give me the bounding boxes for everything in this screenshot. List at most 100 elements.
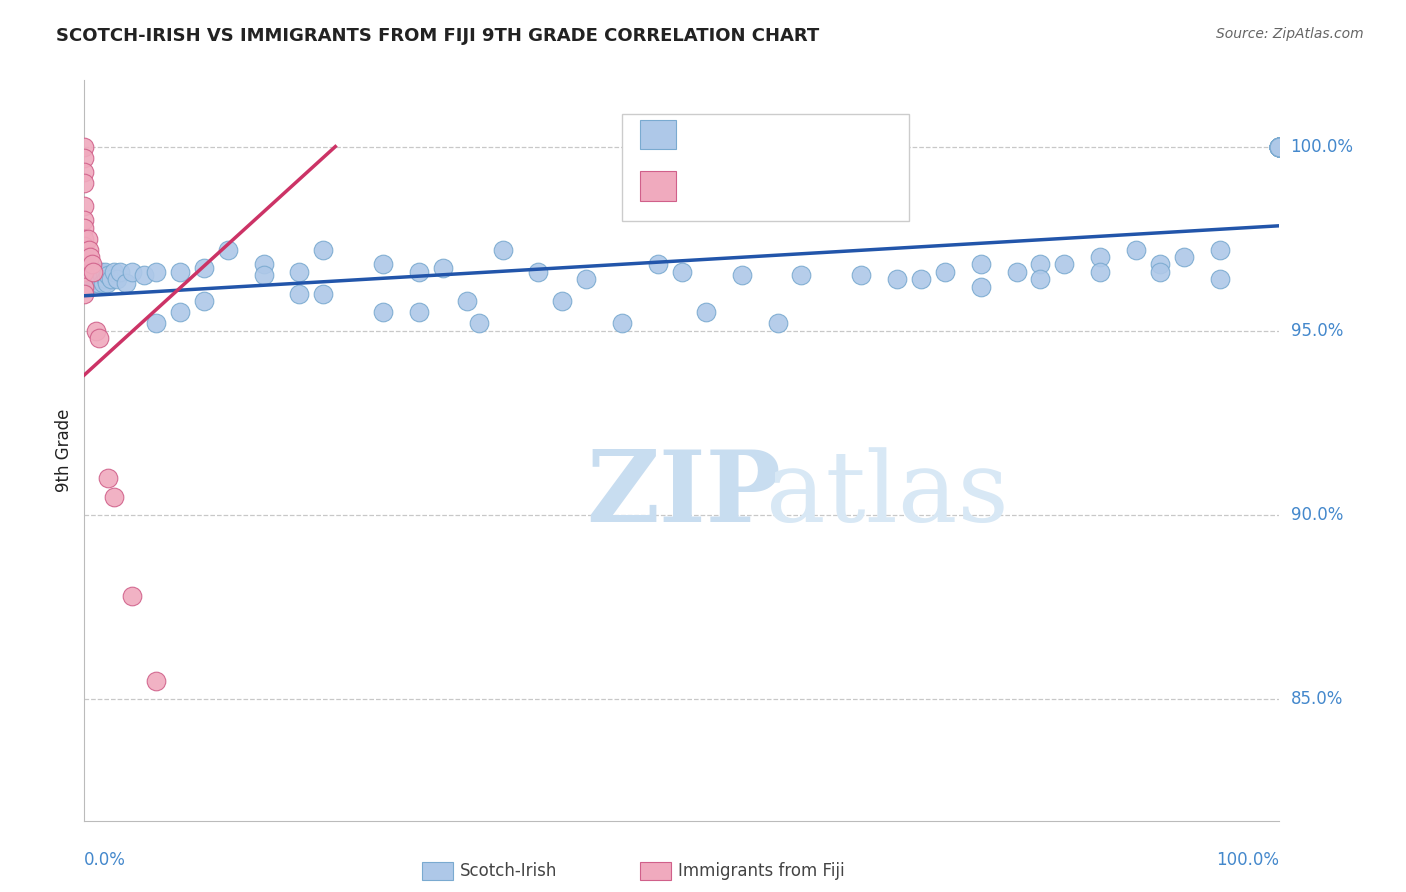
Point xyxy=(110,265,132,279)
Point xyxy=(1268,139,1291,153)
Point xyxy=(647,257,669,271)
Point xyxy=(193,261,215,276)
Text: 0.0%: 0.0% xyxy=(84,851,127,869)
Y-axis label: 9th Grade: 9th Grade xyxy=(55,409,73,492)
Bar xyxy=(640,171,676,201)
Point xyxy=(1125,243,1147,257)
Point xyxy=(373,257,395,271)
Point xyxy=(100,272,122,286)
Point xyxy=(1268,139,1291,153)
Point xyxy=(132,268,156,283)
Point xyxy=(612,317,634,331)
Point xyxy=(312,243,335,257)
Point xyxy=(103,265,125,279)
Point xyxy=(87,331,110,345)
Text: ZIP: ZIP xyxy=(586,446,782,543)
Point xyxy=(1268,139,1291,153)
Point xyxy=(73,165,96,179)
Point xyxy=(1268,139,1291,153)
Point xyxy=(731,268,754,283)
Point xyxy=(77,272,100,286)
Text: 100.0%: 100.0% xyxy=(1291,137,1354,155)
Point xyxy=(1090,250,1112,264)
FancyBboxPatch shape xyxy=(623,113,910,221)
Point xyxy=(76,257,98,271)
Point xyxy=(1268,139,1291,153)
Point xyxy=(373,305,395,319)
Point xyxy=(73,243,96,257)
Point xyxy=(1029,257,1052,271)
Point xyxy=(94,272,117,286)
Bar xyxy=(640,120,676,149)
Point xyxy=(253,268,276,283)
Point xyxy=(193,294,215,309)
Point xyxy=(1268,139,1291,153)
Point xyxy=(432,261,454,276)
Text: Scotch-Irish: Scotch-Irish xyxy=(460,862,557,880)
Point xyxy=(1173,250,1195,264)
Point xyxy=(103,490,125,504)
Point xyxy=(169,305,191,319)
Point xyxy=(93,276,115,290)
Point xyxy=(73,198,96,212)
Point xyxy=(1268,139,1291,153)
Text: 85.0%: 85.0% xyxy=(1291,690,1343,708)
Point xyxy=(253,257,276,271)
Point xyxy=(408,265,430,279)
Point xyxy=(1029,272,1052,286)
Point xyxy=(73,279,96,293)
Text: R = 0.366   N = 99: R = 0.366 N = 99 xyxy=(688,126,872,144)
Point xyxy=(77,232,100,246)
Point xyxy=(169,265,191,279)
Point xyxy=(970,279,993,293)
Point xyxy=(145,673,167,688)
Point xyxy=(97,471,120,485)
Point xyxy=(82,276,104,290)
Point xyxy=(121,589,143,603)
Point xyxy=(1149,265,1171,279)
Text: 95.0%: 95.0% xyxy=(1291,322,1343,340)
Point xyxy=(288,265,311,279)
Text: 90.0%: 90.0% xyxy=(1291,506,1343,524)
Point xyxy=(1268,139,1291,153)
Point xyxy=(73,265,96,279)
Text: atlas: atlas xyxy=(766,447,1008,542)
Text: Immigrants from Fiji: Immigrants from Fiji xyxy=(678,862,845,880)
Point xyxy=(96,276,118,290)
Point xyxy=(89,272,111,286)
Point xyxy=(83,268,105,283)
Point xyxy=(97,268,120,283)
Point xyxy=(1005,265,1028,279)
Point xyxy=(1209,272,1232,286)
Text: 100.0%: 100.0% xyxy=(1216,851,1279,869)
Point xyxy=(934,265,956,279)
Point xyxy=(145,265,167,279)
Point xyxy=(1209,243,1232,257)
Point xyxy=(288,287,311,301)
Point xyxy=(886,272,908,286)
Point xyxy=(1268,139,1291,153)
Point xyxy=(1268,139,1291,153)
Text: SCOTCH-IRISH VS IMMIGRANTS FROM FIJI 9TH GRADE CORRELATION CHART: SCOTCH-IRISH VS IMMIGRANTS FROM FIJI 9TH… xyxy=(56,27,820,45)
Point xyxy=(1268,139,1291,153)
Point xyxy=(105,272,128,286)
Point xyxy=(86,324,108,338)
Point xyxy=(82,265,104,279)
Point xyxy=(851,268,873,283)
Point xyxy=(1268,139,1291,153)
Point xyxy=(1090,265,1112,279)
Point xyxy=(970,257,993,271)
Point xyxy=(312,287,335,301)
Point xyxy=(86,276,108,290)
Point xyxy=(527,265,550,279)
Point xyxy=(93,265,115,279)
Point xyxy=(77,243,100,257)
Point xyxy=(1268,139,1291,153)
Point xyxy=(73,213,96,227)
Point xyxy=(90,265,112,279)
Point xyxy=(73,250,96,264)
Point xyxy=(115,276,138,290)
Point xyxy=(1268,139,1291,153)
Point xyxy=(408,305,430,319)
Text: Source: ZipAtlas.com: Source: ZipAtlas.com xyxy=(1216,27,1364,41)
